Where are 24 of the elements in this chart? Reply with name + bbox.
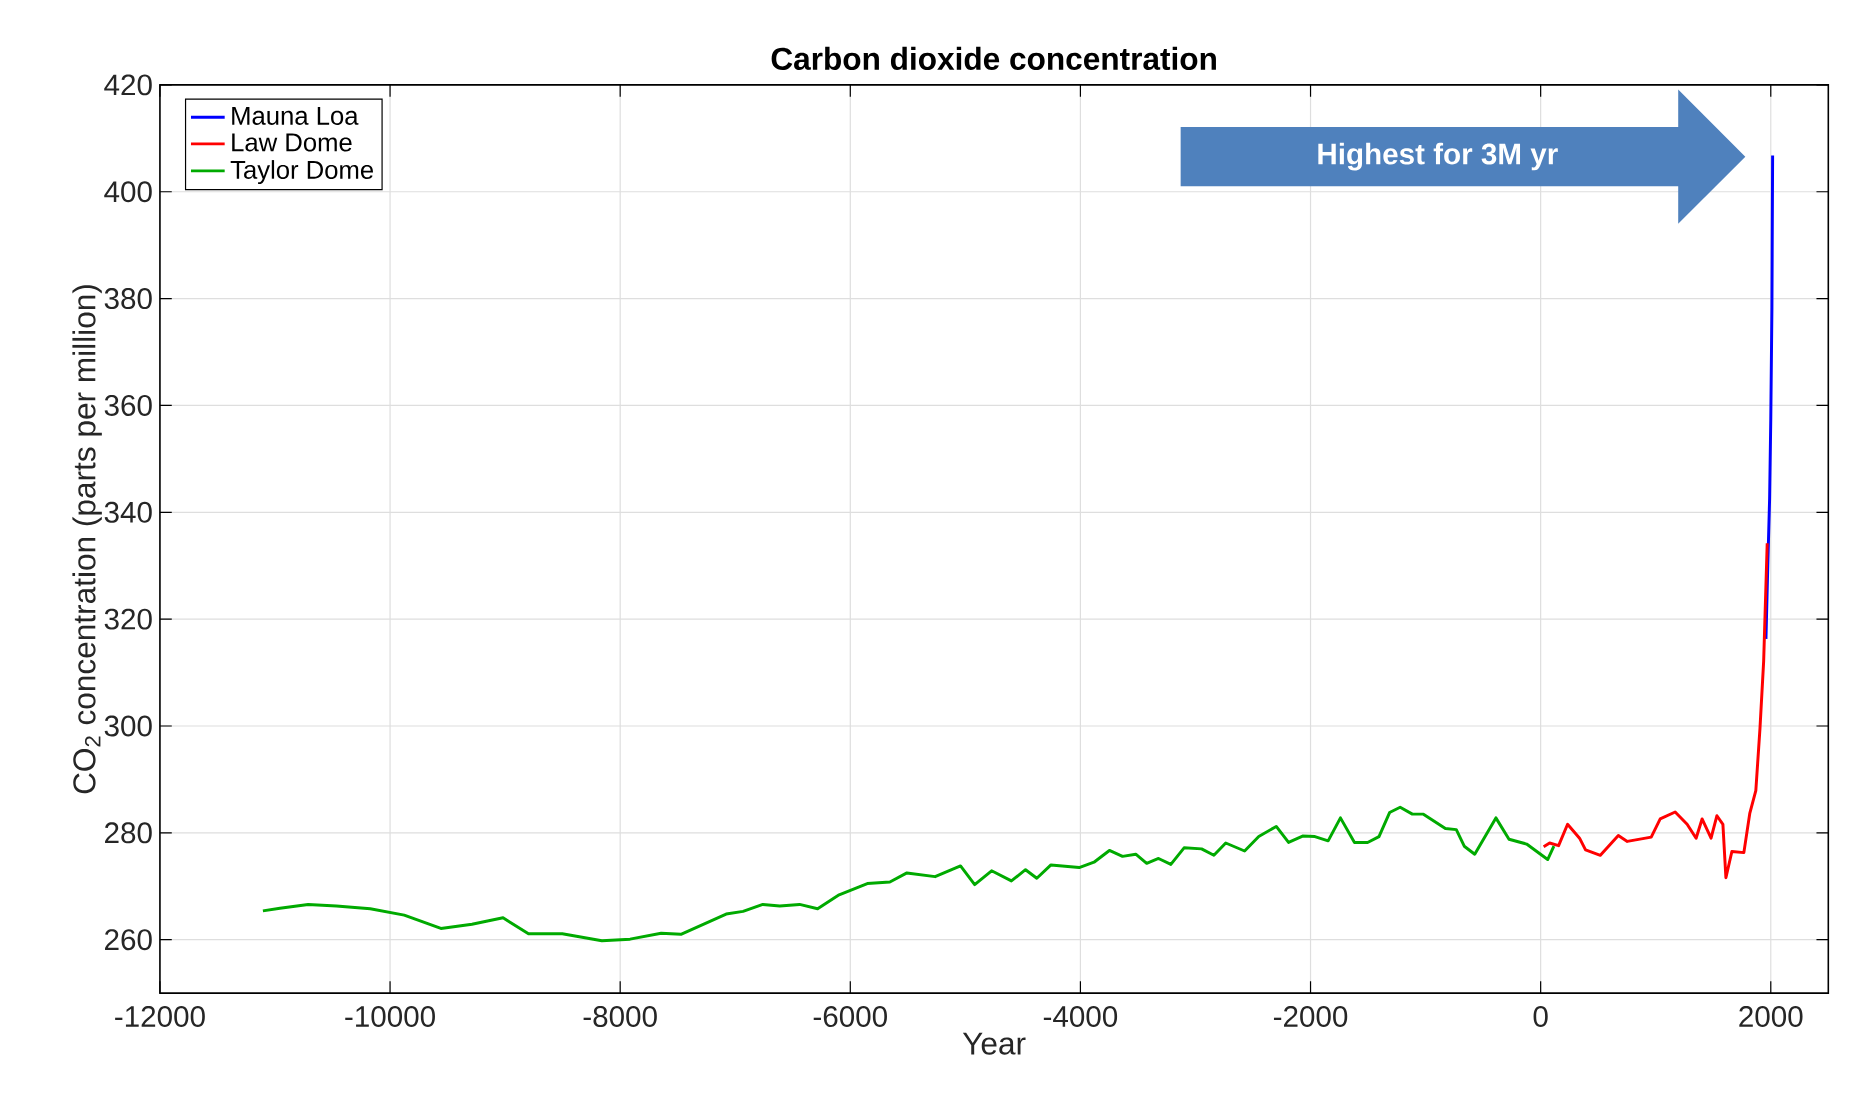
legend-label: Law Dome: [232, 133, 352, 152]
y-tick-label: 400: [104, 181, 152, 203]
chart-title: Carbon dioxide concentration: [771, 46, 1216, 71]
x-tick-label: 2000: [1739, 1006, 1803, 1028]
x-axis-title: Year: [962, 1032, 1026, 1055]
y-tick-label: 320: [104, 608, 152, 630]
x-tick-label: -10000: [345, 1006, 435, 1028]
legend-label: Taylor Dome: [230, 160, 373, 185]
y-tick-label: 280: [105, 822, 152, 844]
annotation: Highest for 3M yr: [1318, 142, 1558, 171]
y-tick-label: 340: [104, 501, 152, 523]
x-tick-label: 0: [1533, 1006, 1548, 1028]
legend-label: Mauna Loa: [232, 107, 359, 126]
y-tick-label: 260: [105, 929, 152, 951]
y-tick-label: 380: [104, 288, 152, 310]
y-tick-label: 420: [104, 74, 152, 96]
x-tick-label: -8000: [583, 1006, 657, 1028]
x-tick-label: -2000: [1273, 1006, 1348, 1028]
y-tick-label: 300: [104, 715, 152, 737]
x-tick-label: -4000: [1043, 1006, 1118, 1028]
y-axis-title: CO$_{2}$ concentration (parts per million): [72, 285, 102, 794]
x-tick-label: -6000: [813, 1006, 887, 1028]
y-tick-label: 360: [104, 395, 152, 417]
x-tick-label: -12000: [115, 1006, 205, 1028]
